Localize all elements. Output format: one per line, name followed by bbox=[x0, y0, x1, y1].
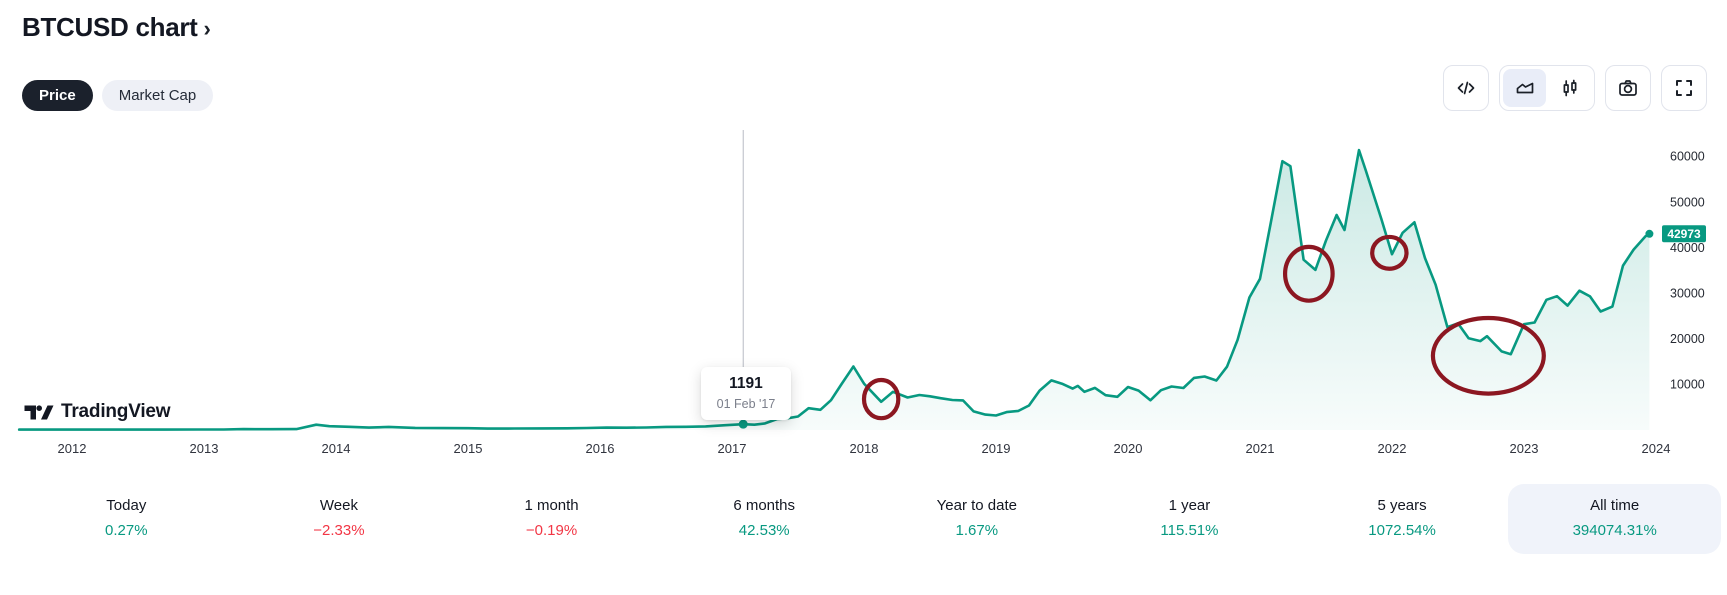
code-icon bbox=[1457, 81, 1475, 95]
y-tick-label: 30000 bbox=[1670, 286, 1705, 300]
stat-item-week[interactable]: Week −2.33% bbox=[233, 484, 446, 554]
x-tick-label: 2014 bbox=[322, 441, 351, 456]
stat-item-1-year[interactable]: 1 year 115.51% bbox=[1083, 484, 1296, 554]
x-tick-label: 2015 bbox=[454, 441, 483, 456]
x-tick-label: 2019 bbox=[982, 441, 1011, 456]
x-tick-label: 2018 bbox=[850, 441, 879, 456]
stat-value: 0.27% bbox=[105, 522, 148, 539]
last-price-badge: 42973 bbox=[1662, 225, 1706, 243]
last-price-dot bbox=[1645, 229, 1654, 238]
stat-value: 42.53% bbox=[738, 522, 790, 539]
x-tick-label: 2023 bbox=[1510, 441, 1539, 456]
candlestick-chart-type-button[interactable] bbox=[1548, 69, 1591, 107]
stat-value: 394074.31% bbox=[1572, 522, 1657, 539]
y-tick-label: 60000 bbox=[1670, 150, 1705, 164]
page-title[interactable]: BTCUSD chart › bbox=[22, 12, 211, 43]
fullscreen-icon bbox=[1676, 80, 1692, 96]
y-tick-label: 40000 bbox=[1670, 241, 1705, 255]
annotation-circles bbox=[861, 234, 1546, 421]
snapshot-button[interactable] bbox=[1605, 65, 1651, 111]
crosshair-tooltip: 1191 01 Feb '17 bbox=[701, 367, 791, 420]
x-tick-label: 2016 bbox=[586, 441, 615, 456]
stat-label: 6 months bbox=[733, 497, 796, 514]
tooltip-date: 01 Feb '17 bbox=[716, 397, 776, 411]
fullscreen-button[interactable] bbox=[1661, 65, 1707, 111]
y-axis: 10000 20000 30000 40000 50000 60000 bbox=[1670, 150, 1705, 392]
stat-value: 115.51% bbox=[1160, 522, 1219, 539]
stat-label: Week bbox=[319, 497, 358, 514]
annotation-ellipse bbox=[1370, 234, 1409, 271]
stat-value: 1.67% bbox=[955, 522, 999, 539]
x-tick-label: 2012 bbox=[58, 441, 87, 456]
area-fill bbox=[19, 150, 1650, 430]
x-tick-label: 2024 bbox=[1642, 441, 1671, 456]
candlestick-icon bbox=[1563, 79, 1576, 97]
tradingview-mark-icon bbox=[24, 405, 54, 420]
stat-item-5-years[interactable]: 5 years 1072.54% bbox=[1296, 484, 1509, 554]
symbol-title: BTCUSD chart bbox=[22, 12, 198, 42]
tradingview-logo-text: TradingView bbox=[61, 401, 171, 422]
stat-label: All time bbox=[1590, 497, 1640, 514]
x-tick-label: 2021 bbox=[1246, 441, 1275, 456]
embed-code-button[interactable] bbox=[1443, 65, 1489, 111]
annotation-ellipse bbox=[1282, 244, 1335, 303]
camera-icon bbox=[1619, 80, 1637, 96]
stat-label: 1 month bbox=[524, 497, 579, 514]
x-tick-label: 2017 bbox=[718, 441, 747, 456]
stat-value: −0.19% bbox=[525, 522, 578, 539]
x-tick-label: 2020 bbox=[1114, 441, 1143, 456]
chart-type-group bbox=[1499, 65, 1595, 111]
chart-toolbar bbox=[1443, 65, 1707, 111]
y-tick-label: 10000 bbox=[1670, 378, 1705, 392]
stat-label: Today bbox=[106, 497, 147, 514]
market-cap-toggle-button[interactable]: Market Cap bbox=[101, 80, 214, 111]
annotation-ellipse bbox=[861, 377, 901, 421]
area-chart-icon bbox=[1516, 82, 1533, 94]
x-tick-label: 2013 bbox=[190, 441, 219, 456]
svg-text:42973: 42973 bbox=[1667, 227, 1701, 241]
y-tick-label: 20000 bbox=[1670, 332, 1705, 346]
stat-item-6-months[interactable]: 6 months 42.53% bbox=[658, 484, 871, 554]
stat-label: 5 years bbox=[1377, 497, 1427, 514]
stat-item-today[interactable]: Today 0.27% bbox=[20, 484, 233, 554]
crosshair-dot bbox=[738, 419, 748, 429]
stat-label: Year to date bbox=[936, 497, 1017, 514]
tradingview-logo[interactable]: TradingView bbox=[23, 400, 171, 424]
stat-label: 1 year bbox=[1168, 497, 1211, 514]
stat-value: 1072.54% bbox=[1368, 522, 1436, 539]
stat-item-1-month[interactable]: 1 month −0.19% bbox=[445, 484, 658, 554]
x-axis: 2012 2013 2014 2015 2016 2017 2018 2019 2020 2021… bbox=[58, 441, 1671, 456]
y-tick-label: 50000 bbox=[1670, 195, 1705, 209]
price-toggle-button[interactable]: Price bbox=[22, 80, 93, 111]
chevron-right-icon: › bbox=[203, 15, 211, 41]
view-toggle: Price Market Cap bbox=[22, 80, 214, 111]
stat-value: −2.33% bbox=[313, 522, 365, 539]
area-chart-type-button[interactable] bbox=[1503, 69, 1546, 107]
tooltip-value: 1191 bbox=[729, 375, 763, 392]
x-tick-label: 2022 bbox=[1378, 441, 1407, 456]
stat-item-all-time[interactable]: All time 394074.31% bbox=[1508, 484, 1721, 554]
stat-item-year-to-date[interactable]: Year to date 1.67% bbox=[871, 484, 1084, 554]
annotation-ellipse bbox=[1430, 315, 1546, 396]
range-stats-row: Today 0.27% Week −2.33% 1 month −0.19% 6 month… bbox=[20, 484, 1721, 554]
